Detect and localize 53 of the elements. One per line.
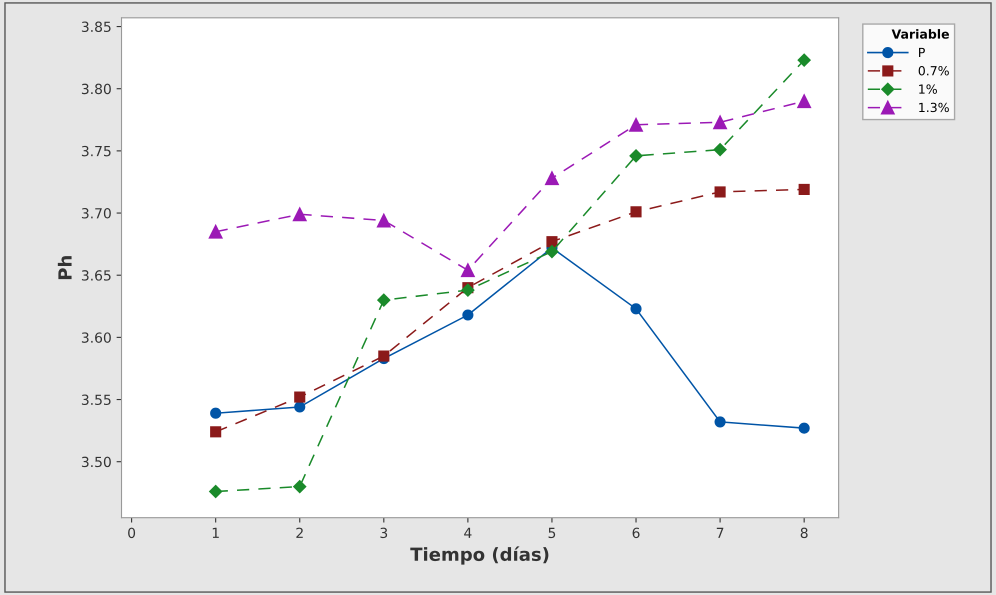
point <box>376 214 391 228</box>
point <box>629 118 643 132</box>
point <box>377 293 390 307</box>
y-tick-label: 3.65 <box>82 270 111 281</box>
point <box>209 484 222 498</box>
point <box>713 115 728 130</box>
point <box>378 350 390 362</box>
point <box>545 171 559 186</box>
point <box>294 401 306 413</box>
x-tick-label: 4 <box>464 528 472 538</box>
legend-title: Variable <box>892 29 949 39</box>
y-tick-label: 3.60 <box>82 332 111 343</box>
point <box>629 149 643 162</box>
point <box>210 426 222 438</box>
point <box>798 422 810 434</box>
point <box>208 224 223 239</box>
x-tick-label: 1 <box>212 528 219 538</box>
point <box>714 186 726 198</box>
x-tick-label: 0 <box>128 528 136 538</box>
legend-label: P <box>919 48 925 57</box>
x-tick-label: 2 <box>296 528 303 538</box>
point <box>545 245 559 258</box>
point <box>461 284 474 297</box>
y-tick-label: 3.70 <box>82 208 111 219</box>
x-tick-label: 8 <box>800 528 808 538</box>
y-axis-title: Ph <box>58 256 72 280</box>
point <box>294 391 306 403</box>
point <box>460 263 475 278</box>
point <box>798 184 810 195</box>
y-tick-label: 3.85 <box>82 22 111 32</box>
y-tick-label: 3.80 <box>82 84 111 94</box>
point <box>546 236 558 248</box>
point <box>630 303 642 314</box>
x-tick-label: 3 <box>380 528 388 538</box>
point <box>714 416 726 428</box>
point <box>714 143 727 156</box>
x-tick-label: 6 <box>632 528 640 538</box>
point <box>210 408 222 419</box>
y-tick-label: 3.50 <box>82 456 111 468</box>
legend-label: 0.7% <box>918 66 949 76</box>
y-tick-label: 3.55 <box>82 394 111 406</box>
point <box>462 309 474 321</box>
point <box>292 207 307 222</box>
y-tick-label: 3.75 <box>82 146 111 156</box>
x-tick-label: 5 <box>548 528 556 538</box>
x-axis-title: Tiempo (días) <box>410 546 548 565</box>
legend-label: 1.3% <box>919 102 949 112</box>
legend-label: 1% <box>919 84 937 94</box>
point <box>293 480 306 494</box>
point <box>630 206 642 218</box>
x-tick-label: 7 <box>716 528 724 538</box>
point <box>797 94 812 108</box>
point <box>798 54 811 67</box>
